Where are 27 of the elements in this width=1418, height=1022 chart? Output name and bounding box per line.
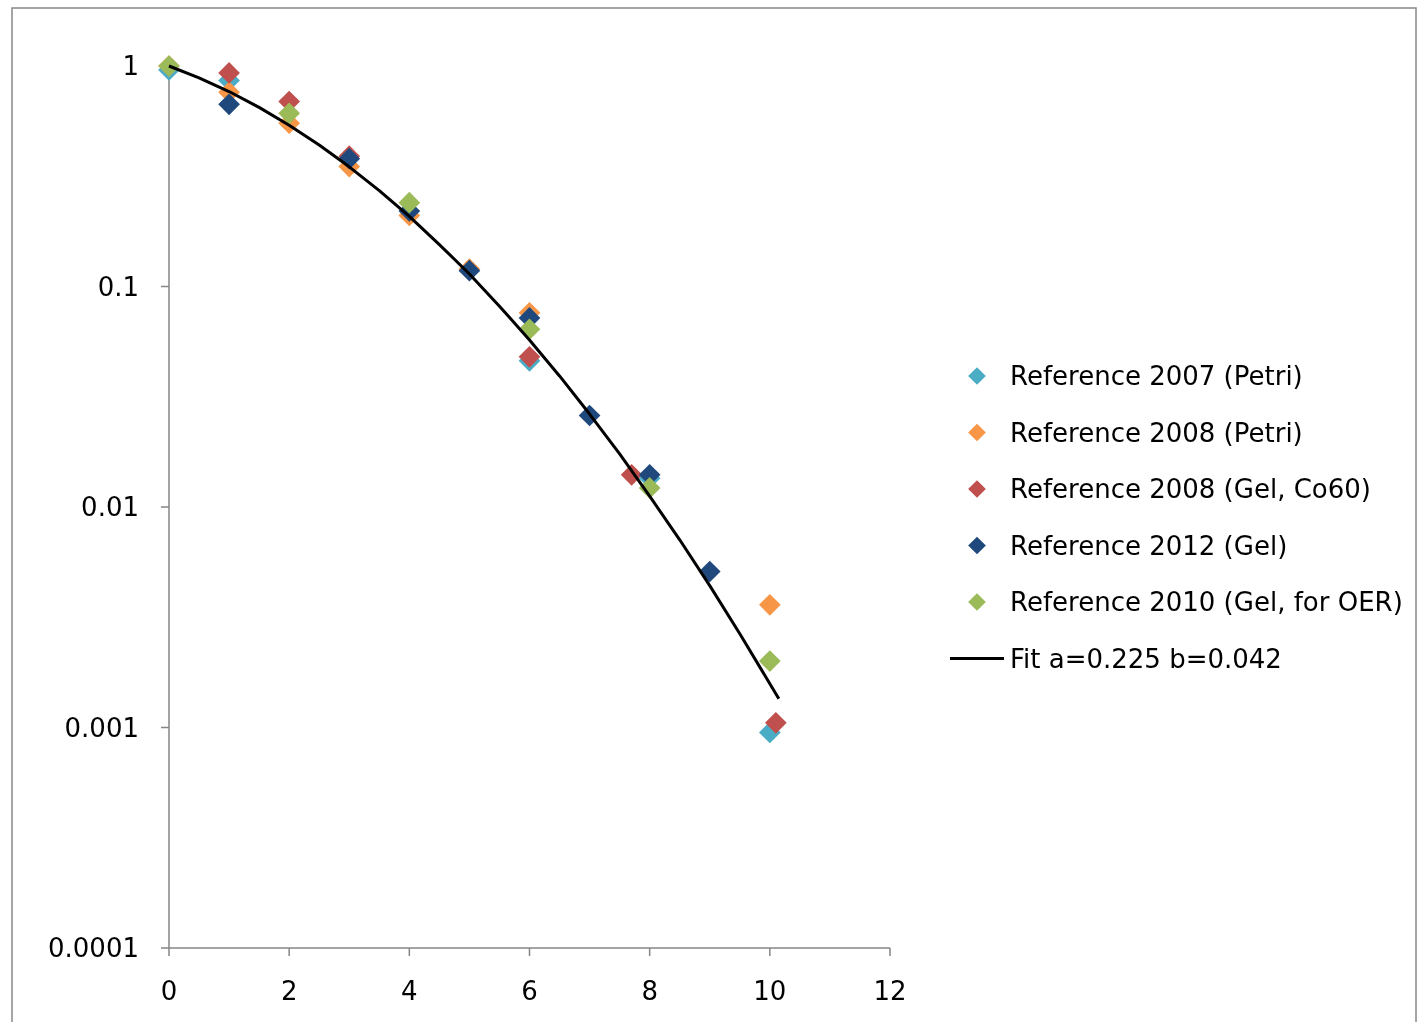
point [398, 191, 421, 214]
point [218, 62, 240, 84]
x-tick-label: 2 [280, 976, 298, 1006]
x-tick-label: 4 [401, 976, 418, 1006]
legend-label: Reference 2008 (Petri) [1010, 417, 1303, 448]
point [698, 560, 721, 583]
legend-label: Reference 2012 (Gel) [1010, 530, 1288, 561]
legend-label: Reference 2010 (Gel, for OER) [1010, 587, 1403, 618]
point [518, 345, 541, 368]
legend-label: Reference 2008 (Gel, Co60) [1010, 474, 1371, 505]
legend-label: Reference 2007 (Petri) [1010, 361, 1303, 392]
x-tick-label: 12 [873, 976, 907, 1006]
x-tick-label: 6 [521, 976, 538, 1006]
point [278, 102, 301, 125]
point [758, 593, 781, 616]
point [218, 93, 240, 116]
point [764, 711, 787, 734]
x-tick-label: 0 [160, 976, 178, 1006]
x-tick-label: 8 [641, 976, 658, 1006]
point [758, 650, 781, 672]
y-tick-label: 1 [122, 51, 139, 82]
y-tick-label: 0.01 [81, 492, 139, 523]
legend-label: Fit a=0.225 b=0.042 [1010, 643, 1282, 674]
y-tick-label: 0.0001 [48, 933, 139, 964]
y-tick-label: 0.1 [97, 271, 139, 302]
x-tick-label: 10 [753, 976, 787, 1006]
y-tick-label: 0.001 [64, 712, 139, 743]
